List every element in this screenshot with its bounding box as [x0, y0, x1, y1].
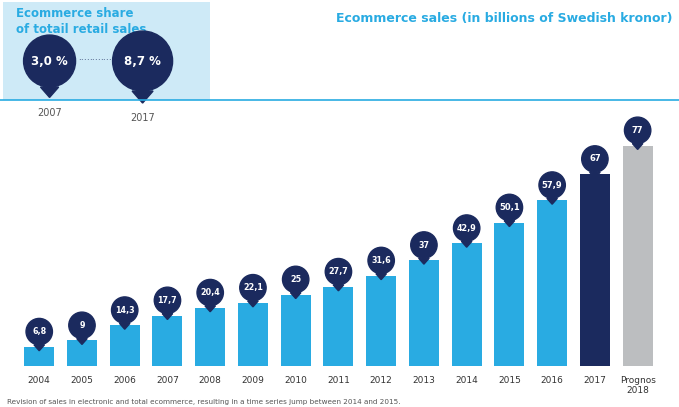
Text: 77: 77: [632, 126, 644, 135]
Bar: [537, 200, 567, 366]
Bar: [366, 276, 396, 366]
Text: 9: 9: [79, 321, 85, 330]
Text: 14,3: 14,3: [115, 306, 134, 315]
Bar: [323, 287, 353, 366]
Bar: [110, 325, 140, 366]
Text: 6,8: 6,8: [32, 327, 46, 336]
Text: Revision of sales in electronic and total ecommerce, resulting in a time series : Revision of sales in electronic and tota…: [7, 399, 401, 405]
Text: ·: ·: [94, 57, 97, 66]
Text: 67: 67: [589, 155, 601, 164]
Bar: [24, 347, 54, 366]
Text: ·: ·: [105, 57, 108, 66]
Text: 22,1: 22,1: [243, 283, 263, 292]
Text: ·: ·: [92, 57, 94, 66]
Text: 17,7: 17,7: [158, 296, 177, 305]
Text: 27,7: 27,7: [329, 267, 348, 276]
Bar: [238, 303, 268, 366]
Text: ·: ·: [86, 57, 88, 66]
Text: ·: ·: [100, 57, 103, 66]
Text: 57,9: 57,9: [542, 181, 562, 190]
Text: ·: ·: [80, 57, 83, 66]
Text: ·: ·: [77, 57, 80, 66]
Bar: [580, 174, 610, 366]
Text: 2007: 2007: [37, 107, 62, 118]
Text: 25: 25: [290, 275, 301, 284]
Text: Ecommerce share
of totail retail sales: Ecommerce share of totail retail sales: [16, 7, 146, 36]
Text: ·: ·: [97, 57, 100, 66]
Text: Ecommerce sales (in billions of Swedish kronor): Ecommerce sales (in billions of Swedish …: [335, 12, 672, 25]
Text: ·: ·: [103, 57, 105, 66]
Text: 37: 37: [418, 241, 429, 249]
Text: 3,0 %: 3,0 %: [31, 55, 68, 68]
Text: ·: ·: [108, 57, 111, 66]
Text: 20,4: 20,4: [200, 288, 220, 297]
Bar: [196, 308, 225, 366]
Text: 50,1: 50,1: [499, 203, 520, 212]
Bar: [452, 243, 481, 366]
Text: ·: ·: [89, 57, 91, 66]
Text: 31,6: 31,6: [371, 256, 391, 265]
Text: 8,7 %: 8,7 %: [124, 55, 161, 68]
Bar: [153, 315, 183, 366]
Bar: [280, 295, 311, 366]
Bar: [409, 260, 439, 366]
Bar: [623, 146, 653, 366]
Text: ·: ·: [83, 57, 86, 66]
Bar: [67, 341, 97, 366]
Text: 2017: 2017: [130, 113, 155, 123]
Bar: [494, 223, 524, 366]
Text: 42,9: 42,9: [457, 223, 477, 232]
